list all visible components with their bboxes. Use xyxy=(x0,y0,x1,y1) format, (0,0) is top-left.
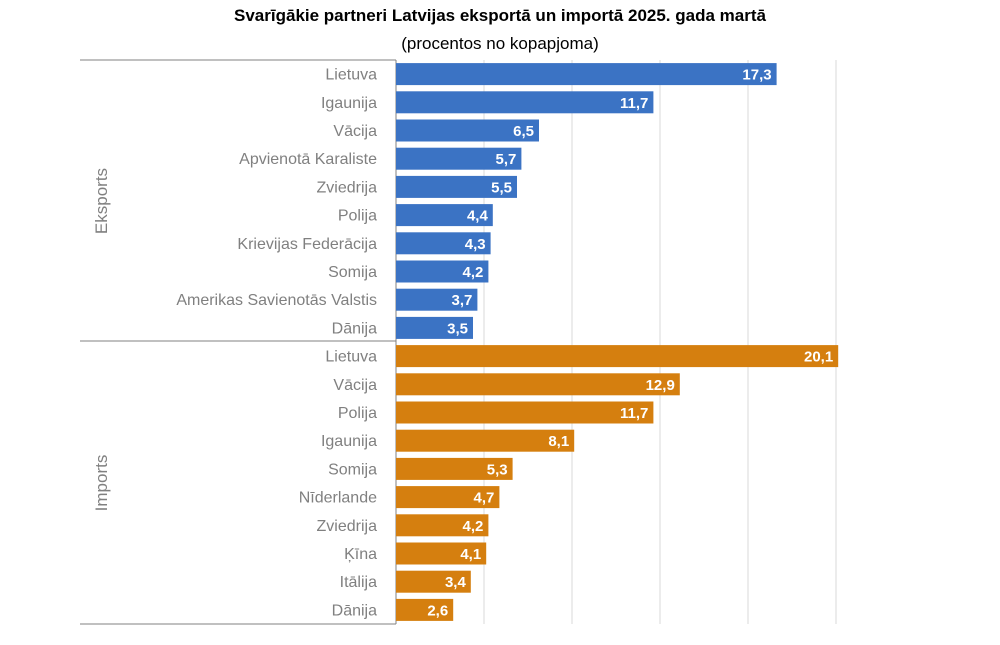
bar xyxy=(396,373,680,396)
data-label: 2,6 xyxy=(427,602,448,619)
category-label: Itālija xyxy=(340,574,377,591)
category-label: Amerikas Savienotās Valstis xyxy=(176,292,377,309)
category-label: Krievijas Federācija xyxy=(237,236,377,253)
category-label: Lietuva xyxy=(325,67,377,84)
bar xyxy=(396,204,493,227)
data-label: 3,5 xyxy=(447,320,468,337)
category-label: Polija xyxy=(338,208,377,225)
data-label: 4,2 xyxy=(463,518,484,535)
category-label: Dānija xyxy=(332,320,377,337)
category-label: Zviedrija xyxy=(317,179,378,196)
data-label: 12,9 xyxy=(646,377,675,394)
chart-subtitle: (procentos no kopapjoma) xyxy=(401,34,599,53)
category-label: Somija xyxy=(328,461,377,478)
data-label: 4,4 xyxy=(467,208,489,225)
bar xyxy=(396,514,489,537)
data-label: 5,7 xyxy=(496,151,517,168)
data-label: 5,5 xyxy=(491,179,512,196)
bar xyxy=(396,175,517,198)
category-label: Igaunija xyxy=(321,433,377,450)
bar xyxy=(396,147,522,170)
data-label: 4,1 xyxy=(460,546,481,563)
category-label: Ķīna xyxy=(344,546,377,563)
bar xyxy=(396,316,473,339)
data-label: 5,3 xyxy=(487,461,508,478)
bar xyxy=(396,429,575,452)
data-label: 4,3 xyxy=(465,236,486,253)
category-label: Igaunija xyxy=(321,95,377,112)
data-label: 6,5 xyxy=(513,123,534,140)
group-label: Eksports xyxy=(92,168,111,234)
bar xyxy=(396,457,513,480)
category-label: Polija xyxy=(338,405,377,422)
category-label: Zviedrija xyxy=(317,518,378,535)
category-label: Lietuva xyxy=(325,349,377,366)
bar xyxy=(396,401,654,424)
bar xyxy=(396,598,454,621)
bar xyxy=(396,232,491,255)
data-label: 4,2 xyxy=(463,264,484,281)
data-label: 11,7 xyxy=(620,95,648,112)
category-label: Somija xyxy=(328,264,377,281)
data-label: 11,7 xyxy=(620,405,648,422)
category-label: Vācija xyxy=(333,377,377,394)
category-label: Apvienotā Karaliste xyxy=(239,151,377,168)
bar xyxy=(396,486,500,509)
data-label: 3,4 xyxy=(445,574,467,591)
bar xyxy=(396,288,478,311)
bar xyxy=(396,63,777,86)
bar xyxy=(396,570,471,593)
data-label: 17,3 xyxy=(742,67,771,84)
bar xyxy=(396,91,654,114)
group-label: Imports xyxy=(92,455,111,512)
category-label: Dānija xyxy=(332,602,377,619)
data-label: 8,1 xyxy=(548,433,569,450)
category-label: Vācija xyxy=(333,123,377,140)
data-label: 20,1 xyxy=(804,349,833,366)
bar xyxy=(396,542,487,565)
chart-title: Svarīgākie partneri Latvijas eksportā un… xyxy=(234,6,766,25)
bar xyxy=(396,345,839,368)
bar xyxy=(396,260,489,283)
data-label: 3,7 xyxy=(452,292,473,309)
data-label: 4,7 xyxy=(474,490,495,507)
bar xyxy=(396,119,539,142)
category-label: Nīderlande xyxy=(299,490,377,507)
